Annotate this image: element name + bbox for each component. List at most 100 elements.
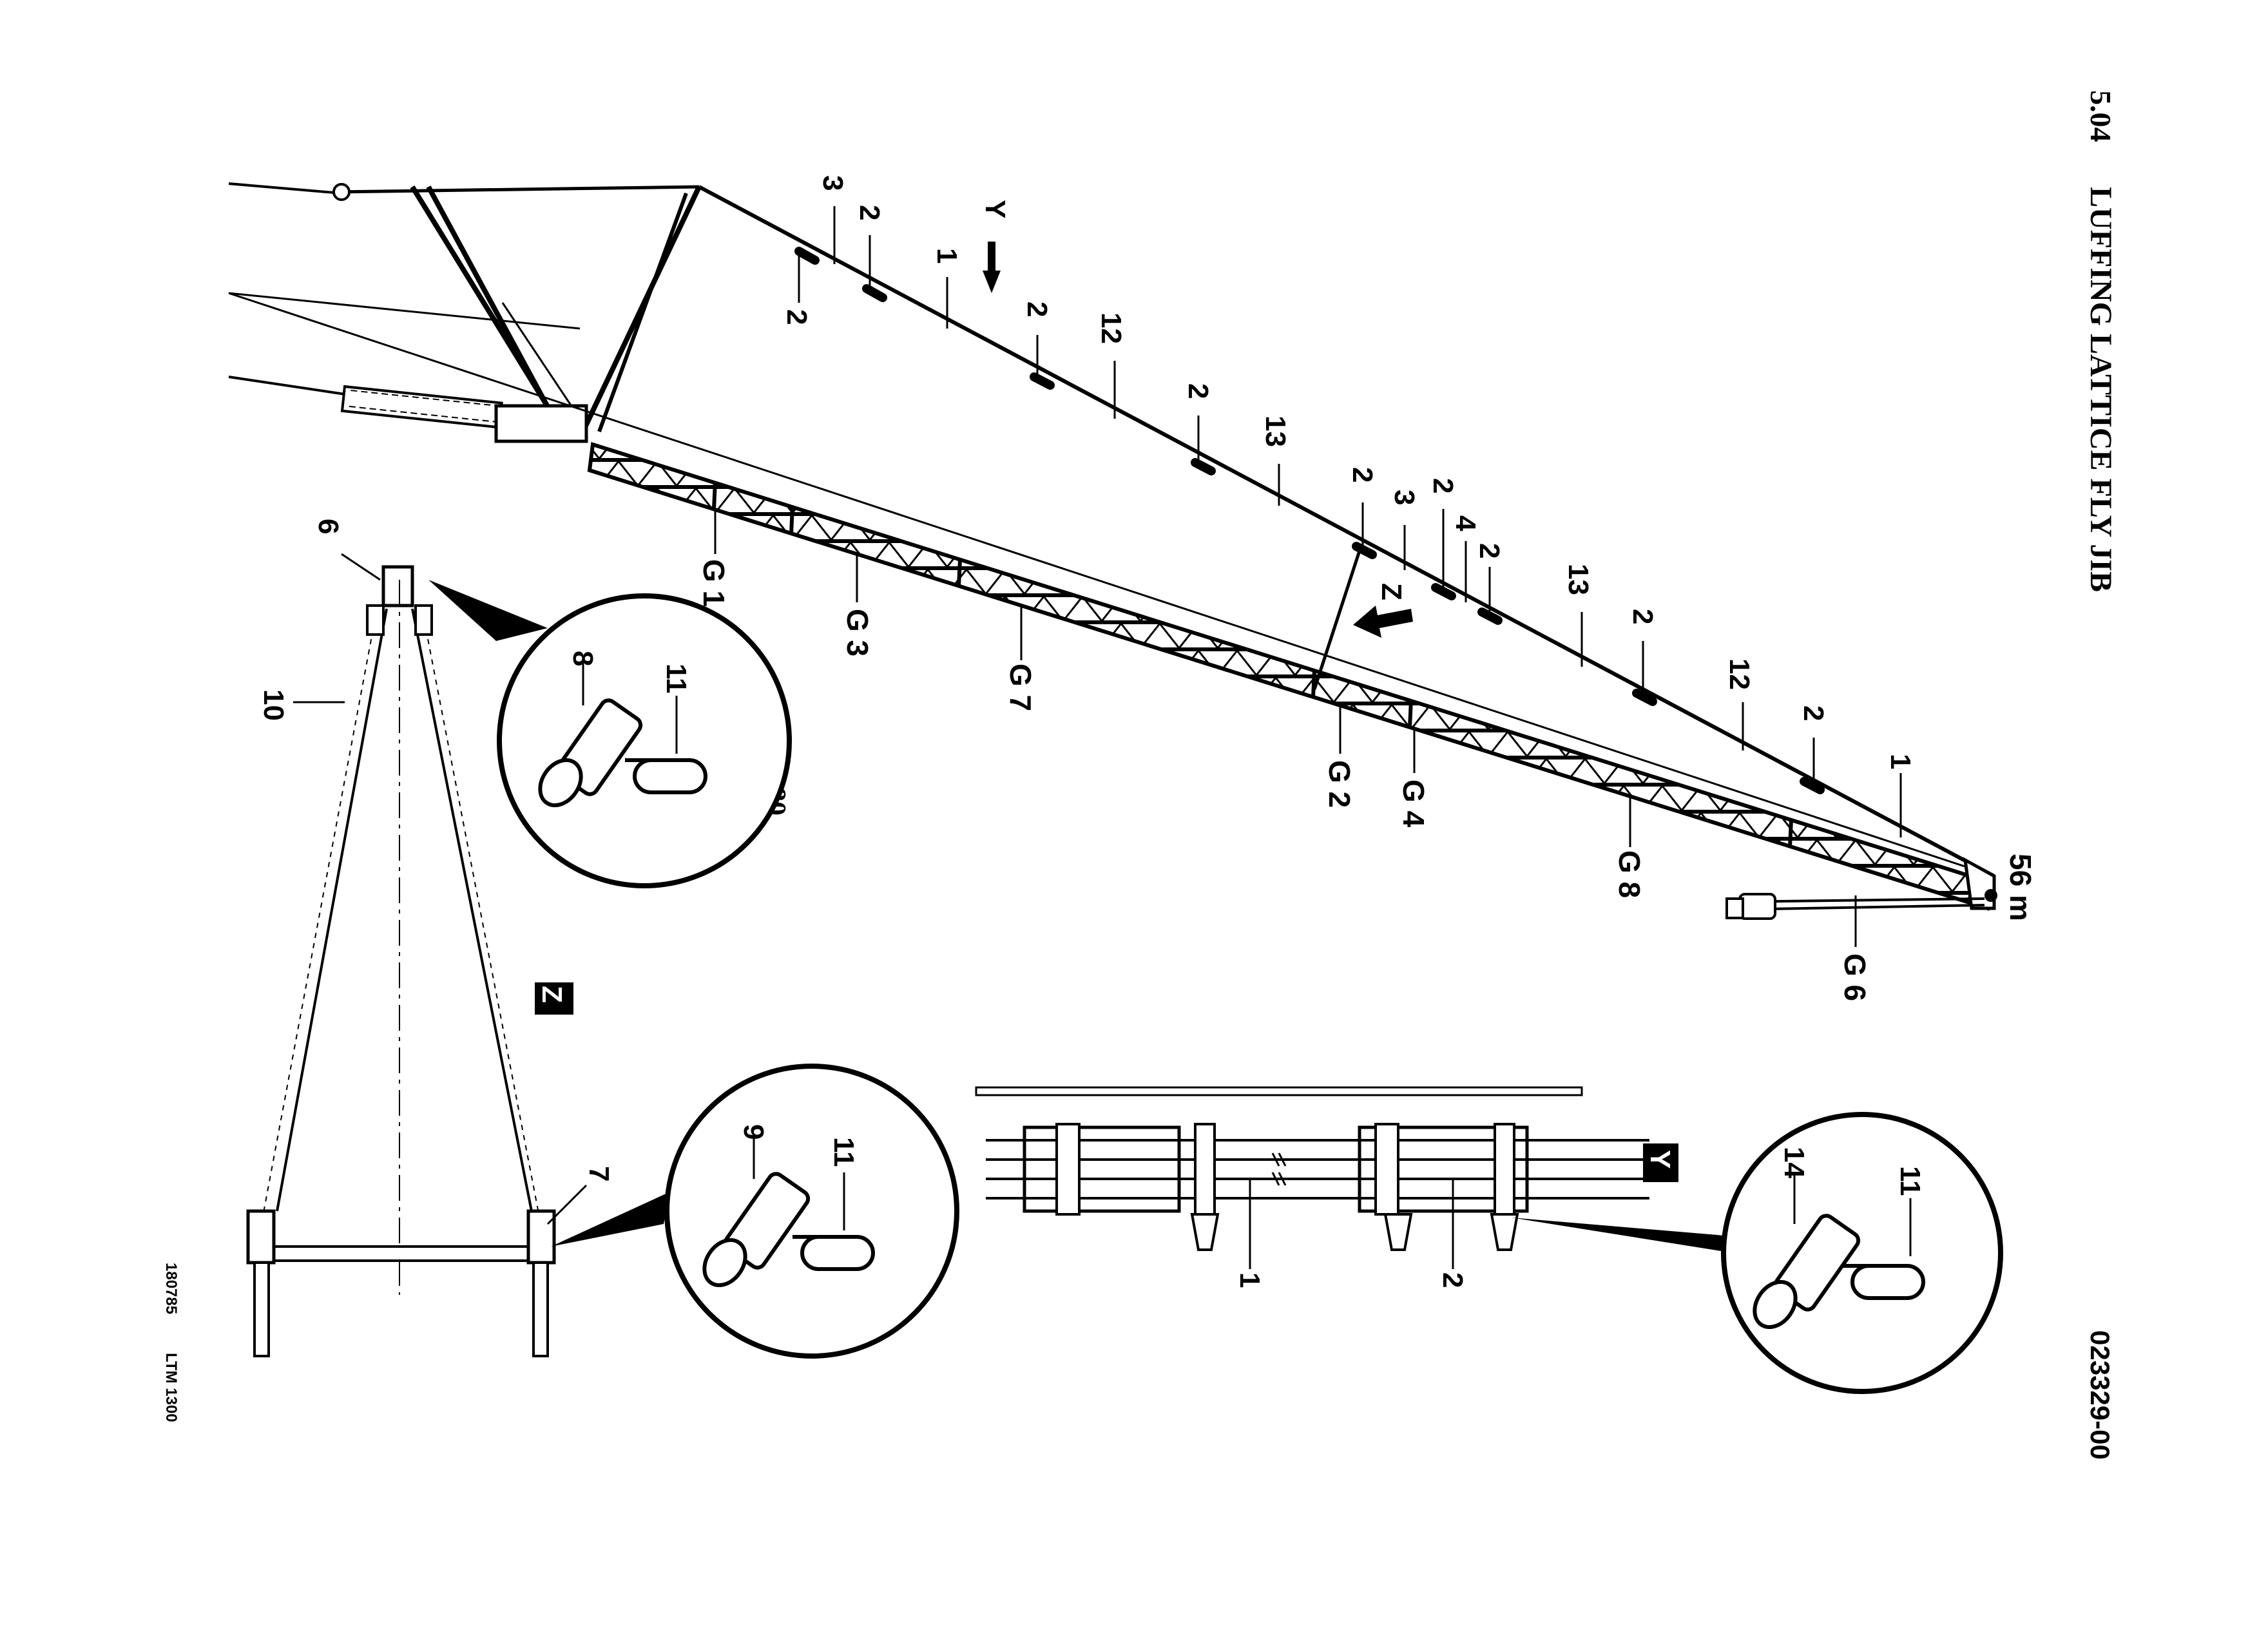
callout-9: 9	[738, 1124, 769, 1140]
post-right	[532, 1261, 549, 1357]
pin-cone	[1190, 1213, 1220, 1251]
callout-13: 13	[1260, 416, 1291, 447]
pin-head	[702, 1238, 747, 1288]
pin-boss	[1194, 1123, 1216, 1216]
callout-2: 2	[1798, 705, 1829, 721]
view-y-diagram: Y 1 2	[975, 1086, 1678, 1288]
detail-circle	[497, 593, 792, 888]
callout-g1: G 1	[697, 559, 731, 607]
section-callouts: G 1 G 3 G 7 G 2 G 4 G 8 G 6	[697, 509, 1872, 1001]
callout-2: 2	[1182, 383, 1214, 399]
callout-2: 2	[1021, 301, 1053, 317]
callout-3: 3	[1389, 490, 1420, 505]
callout-2: 2	[1427, 478, 1459, 493]
callout-4: 4	[1450, 515, 1481, 531]
detail-pin-9: 9 11	[551, 1064, 959, 1359]
callout-2: 2	[854, 205, 885, 220]
top-pin-left	[366, 604, 385, 636]
jib-length-label: 56 m	[2004, 854, 2037, 921]
callout-g3: G 3	[841, 609, 874, 656]
pendant-right	[411, 608, 533, 1212]
section-number: 5.04	[2084, 90, 2117, 142]
link-plate-2	[1358, 1125, 1529, 1213]
view-arrow-z-label: Z	[1376, 583, 1407, 600]
callout-2: 2	[1627, 609, 1658, 624]
pendant-left-hidden	[257, 608, 378, 1244]
callout-2: 2	[781, 309, 812, 325]
pendant-right-hidden	[421, 608, 545, 1244]
jib-pivot-assembly	[494, 404, 588, 443]
top-head-fitting	[381, 565, 414, 607]
fly-jib-guy-pendant	[698, 185, 1995, 878]
view-z-mark-label: Z	[536, 986, 568, 1003]
jib-side-view: Y Z	[228, 182, 1997, 920]
hook	[1725, 897, 1744, 919]
hook-block	[1738, 893, 1776, 920]
pin-cone	[1490, 1213, 1519, 1251]
bottom-fitting-right	[526, 1209, 556, 1265]
lattice-jib	[587, 442, 1994, 911]
callout-g2: G 2	[1323, 760, 1356, 808]
jib-head	[1725, 857, 1997, 920]
view-arrow-y-label: Y	[979, 200, 1011, 218]
model-label: LTM 1300	[162, 1353, 180, 1422]
spring-clip	[793, 1235, 875, 1271]
callout-2: 2	[1474, 543, 1505, 559]
hoist-rope	[228, 292, 1995, 877]
post-left	[253, 1261, 270, 1357]
rear-a-frame	[426, 186, 557, 420]
callout-g7: G 7	[1004, 664, 1037, 711]
pendant-connectors	[794, 247, 1825, 794]
pendant-pulley	[332, 183, 351, 201]
pin-boss	[1494, 1123, 1515, 1216]
view-arrow-y: Y	[979, 200, 1011, 293]
luffing-rope	[228, 292, 581, 330]
pin-head	[1753, 1279, 1798, 1330]
spring-clip	[625, 758, 707, 794]
view-arrow-z: Z	[1353, 583, 1413, 638]
page-header: 5.04 LUFFING LATTICE FLY JIB	[2084, 90, 2118, 592]
spring-clip	[1843, 1264, 1925, 1300]
pin-head	[538, 758, 583, 808]
callout-11: 11	[828, 1137, 860, 1167]
callout-14: 14	[1778, 1147, 1810, 1178]
callout-7: 7	[583, 1166, 615, 1181]
detail-circle	[664, 1064, 959, 1359]
pin-boss	[1374, 1123, 1399, 1216]
page-title: LUFFING LATTICE FLY JIB	[2084, 187, 2118, 592]
callout-1: 1	[1885, 754, 1916, 769]
guy-strut	[1312, 550, 1361, 690]
callout-3: 3	[817, 175, 849, 191]
detail-pin-8: 8 11	[428, 580, 792, 888]
view-y-mark	[1643, 1143, 1678, 1182]
callout-12: 12	[1724, 658, 1755, 690]
callout-6: 6	[312, 519, 344, 534]
a-frame-strut	[501, 302, 581, 419]
rear-guy-pendant	[334, 185, 700, 194]
callout-11: 11	[1894, 1166, 1926, 1196]
callout-g8: G 8	[1613, 850, 1646, 898]
callout-g4: G 4	[1397, 779, 1430, 828]
callout-10: 10	[258, 689, 289, 721]
view-z-callouts: 6 10 7	[258, 519, 615, 1225]
callout-g6: G 6	[1838, 953, 1872, 1001]
callout-8: 8	[567, 651, 599, 666]
callout-12: 12	[1095, 312, 1127, 344]
detail-leader	[551, 1192, 670, 1247]
pendant-left	[276, 608, 388, 1212]
pendant-bar-overview	[975, 1086, 1583, 1096]
front-a-frame	[597, 192, 688, 433]
view-z-mark	[535, 982, 573, 1015]
pin-cone	[1383, 1213, 1413, 1251]
top-pin-right	[414, 604, 433, 636]
detail-leader	[1511, 1218, 1740, 1253]
callout-13: 13	[1562, 564, 1594, 595]
detail-leader	[428, 580, 548, 641]
drawing-code: 023329-00	[2085, 1330, 2115, 1460]
link-plate-1	[1023, 1125, 1181, 1213]
detail-circle	[1721, 1112, 2003, 1394]
front-a-frame	[577, 186, 702, 439]
callout-1: 1	[1234, 1272, 1265, 1288]
view-y-mark-label: Y	[1644, 1150, 1676, 1169]
